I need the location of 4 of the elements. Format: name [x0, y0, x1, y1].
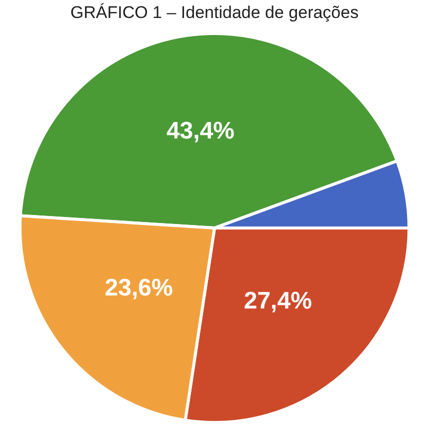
data-label: 23,6%: [104, 274, 173, 302]
data-label: 43,4%: [166, 117, 235, 144]
data-label: 27,4%: [244, 287, 312, 314]
chart-title: GRÁFICO 1 – Identidade de gerações: [69, 2, 360, 24]
